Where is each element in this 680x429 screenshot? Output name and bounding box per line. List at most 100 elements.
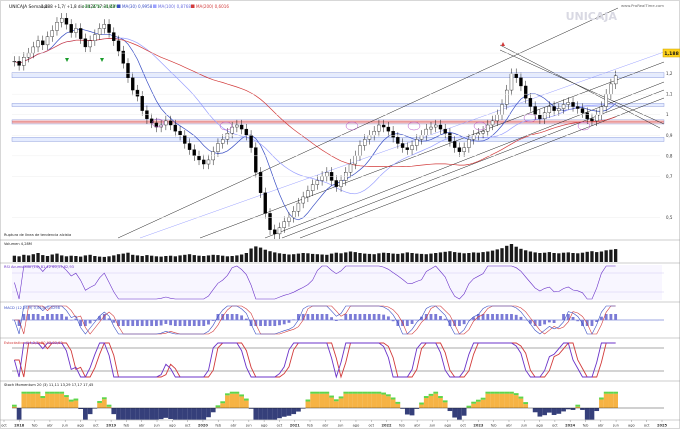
macd-histogram-bar [244,318,248,320]
macd-histogram-bar [225,314,229,320]
volume-bar [168,255,173,262]
momentum-down-area [542,408,547,416]
macd-histogram-bar [178,320,182,326]
candle-down [116,40,121,52]
momentum-green-area [599,397,604,400]
candle-down [590,118,594,122]
x-tick-label: feb [399,424,405,428]
macd-histogram-bar [566,314,570,320]
candle-down [400,143,405,148]
momentum-green-area [315,391,320,394]
momentum-green-area [438,396,443,399]
volume-bar [202,256,206,262]
momentum-up-area [518,398,524,408]
candle-down [523,85,528,99]
momentum-down-area [187,408,192,420]
macd-histogram-bar [353,314,357,320]
momentum-down-area [447,408,453,412]
candle-down [405,147,410,150]
volume-bar [505,245,509,262]
momentum-green-area [362,391,368,394]
macd-histogram-bar [107,318,111,320]
macd-histogram-bar [519,316,523,320]
x-tick-label: feb [32,424,38,428]
volume-bar [211,254,215,262]
momentum-green-area [64,395,69,398]
momentum-green-area [390,397,396,400]
momentum-up-area [352,393,358,408]
volume-bar [225,256,230,262]
candle-up [230,126,234,134]
momentum-up-area [225,395,230,408]
candle-up [434,124,438,128]
macd-histogram-bar [505,314,509,320]
volume-bar [287,254,291,262]
volume-bar [102,256,106,262]
candle-down [514,73,518,78]
volume-bar [386,253,391,262]
buy-arrow-2 [100,58,104,62]
moving-averages [14,28,616,221]
rsi-line [14,265,616,300]
candle-up [429,126,433,130]
momentum-up-area [64,397,69,408]
macd-histogram-bar [55,314,59,320]
momentum-green-area [523,402,529,405]
candle-up [220,139,225,144]
price-bands [11,72,665,142]
volume-bar [424,254,428,262]
macd-histogram-bar [83,320,87,326]
volume-bar [197,255,201,262]
volume-bar [566,252,570,262]
volume-bar [55,253,59,262]
macd-histogram-bar [377,314,381,320]
candle-up [164,120,168,126]
momentum-green-area [319,391,325,394]
volume-bar [613,249,618,262]
candle-up [495,114,499,122]
candle-down [443,128,447,134]
candle-down [78,28,83,39]
macd-histogram-bar [382,314,386,320]
momentum-down-area [300,408,306,409]
volume-bar [561,252,566,262]
momentum-green-area [343,391,349,394]
channel-lower [299,97,665,239]
candle-up [363,139,367,146]
macd-panel [0,305,680,339]
macd-histogram-bar [88,320,92,324]
x-tick-label: 2020 [198,424,209,428]
volume-bar [292,254,296,262]
x-tick-label: jun [429,424,436,428]
x-tick-label: jun [612,424,619,428]
candle-up [88,40,92,48]
candle-down [519,77,523,87]
macd-histogram-bar [491,314,494,320]
macd-histogram-bar [344,314,348,320]
volume-bar [235,255,239,262]
stoch-k-line [13,342,616,379]
site-label: www.ProRealTime.com [621,3,664,8]
candle-down [391,130,395,138]
candle-down [533,106,537,115]
momentum-down-area [158,408,164,420]
candle-up [561,104,566,109]
y-tick-label: 0,8 [666,153,673,158]
macd-histogram-bar [98,316,102,320]
momentum-down-area [163,408,169,418]
candle-up [424,128,428,136]
momentum-down-area [111,408,117,415]
candle-up [367,135,372,140]
volume-bar [462,253,466,262]
momentum-green-area [490,391,495,394]
momentum-green-area [68,399,74,402]
volume-bar [244,253,249,262]
volume-bar [519,248,523,262]
pivot-circle [407,121,421,131]
macd-histogram-bar [339,319,343,320]
volume-bar [131,254,135,262]
momentum-green-area [480,397,486,400]
pivot-circle [345,121,359,131]
volume-bar [353,252,357,262]
volume-bar [17,256,21,262]
